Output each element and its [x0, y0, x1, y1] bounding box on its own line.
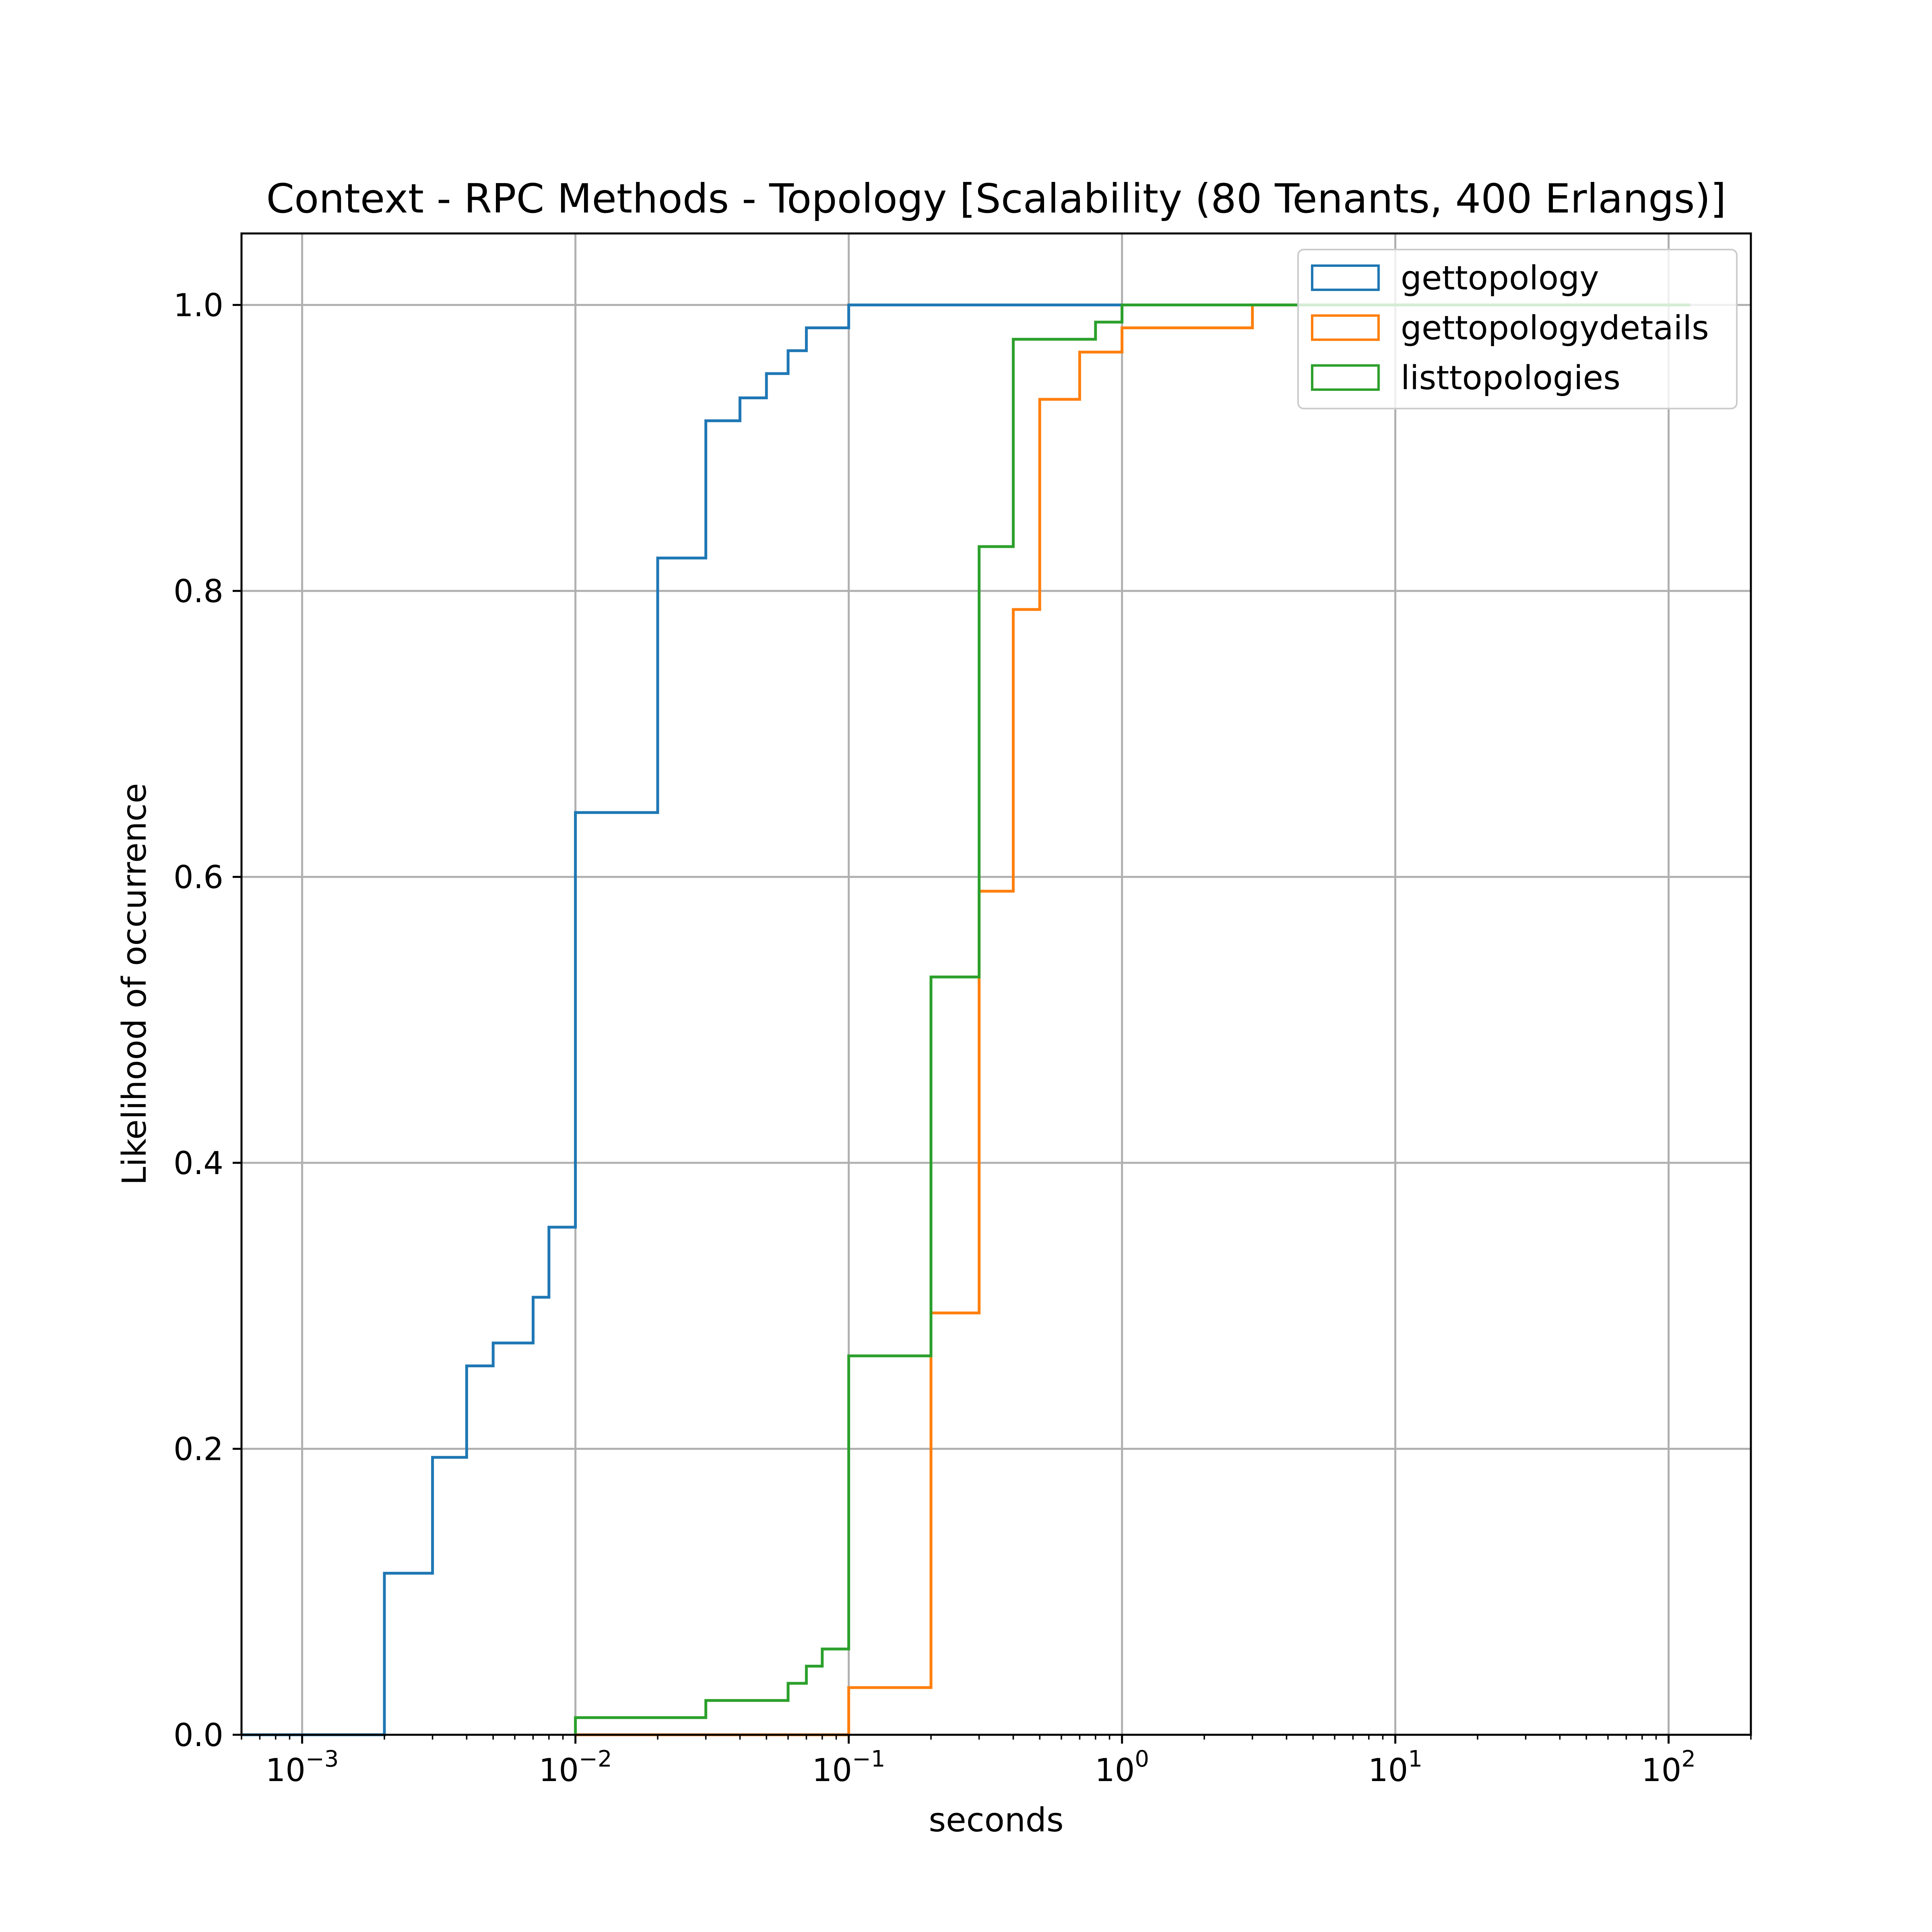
- y-tick-label: 0.0: [173, 1717, 223, 1754]
- legend-label: listtopologies: [1401, 359, 1620, 397]
- chart-title: Context - RPC Methods - Topology [Scalab…: [266, 175, 1726, 222]
- legend-swatch: [1311, 314, 1380, 341]
- legend: gettopology gettopologydetails listtopolog…: [1297, 249, 1738, 409]
- x-axis-label: seconds: [929, 1801, 1063, 1839]
- legend-label: gettopologydetails: [1401, 309, 1709, 347]
- y-axis-label: Likelihood of occurrence: [116, 783, 154, 1185]
- x-tick-label: 100: [1095, 1746, 1149, 1789]
- x-tick-label: 10−3: [266, 1746, 339, 1789]
- series-gettopology: [242, 303, 1122, 1736]
- legend-swatch: [1311, 364, 1380, 391]
- y-tick-label: 1.0: [173, 288, 223, 324]
- legend-box: [1297, 249, 1738, 409]
- x-tick-label: 101: [1368, 1746, 1422, 1789]
- y-tick-label: 0.6: [173, 860, 223, 896]
- legend-label: gettopology: [1401, 259, 1599, 297]
- legend-swatch: [1311, 264, 1380, 291]
- y-tick-label: 0.2: [173, 1432, 223, 1468]
- plot-frame: [240, 232, 1752, 1736]
- x-tick-label: 10−1: [812, 1746, 886, 1789]
- axis-ticks: 10−3 10−2 10−1 100 101 102 0.0 0.2 0.4 0.6 0.8 1.0: [173, 288, 1752, 1789]
- x-tick-label: 102: [1641, 1746, 1696, 1789]
- y-tick-label: 0.8: [173, 574, 223, 610]
- series-lines: [242, 303, 1690, 1736]
- series-listtopologies: [574, 303, 1690, 1735]
- y-tick-label: 0.4: [173, 1146, 223, 1182]
- series-gettopologydetails: [575, 303, 1690, 1736]
- grid: [242, 233, 1751, 1736]
- x-tick-label: 10−2: [539, 1746, 612, 1789]
